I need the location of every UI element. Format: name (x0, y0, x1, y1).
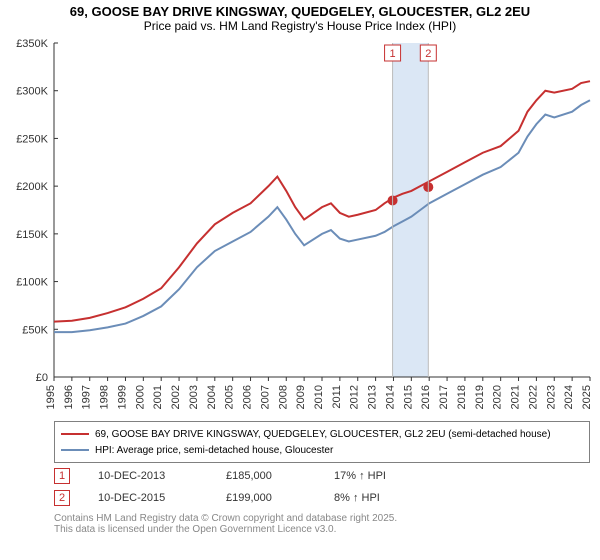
x-tick-label: 2011 (331, 385, 343, 409)
series-price_paid (54, 81, 590, 321)
sale-price: £199,000 (226, 492, 306, 504)
sale-price: £185,000 (226, 470, 306, 482)
x-tick-label: 2005 (224, 385, 236, 409)
attribution-line2: This data is licensed under the Open Gov… (54, 524, 590, 535)
x-tick-label: 2020 (492, 385, 504, 409)
x-tick-label: 2014 (384, 385, 396, 409)
y-tick-label: £50K (22, 324, 48, 336)
x-tick-label: 1995 (45, 385, 57, 409)
series-hpi (54, 100, 590, 332)
x-tick-label: 2000 (134, 385, 146, 409)
x-tick-label: 2017 (438, 385, 450, 409)
x-tick-label: 1999 (116, 385, 128, 409)
x-tick-label: 2018 (456, 385, 468, 409)
sale-row: 2 10-DEC-2015 £199,000 8% ↑ HPI (54, 489, 590, 507)
x-tick-label: 2016 (420, 385, 432, 409)
x-tick-label: 2009 (295, 385, 307, 409)
x-tick-label: 2003 (188, 385, 200, 409)
legend-swatch (61, 433, 89, 435)
sale-delta: 17% ↑ HPI (334, 470, 386, 482)
x-tick-label: 2010 (313, 385, 325, 409)
x-tick-label: 2024 (563, 385, 575, 409)
sale-delta: 8% ↑ HPI (334, 492, 380, 504)
x-tick-label: 2008 (277, 385, 289, 409)
x-tick-label: 2007 (259, 385, 271, 409)
x-tick-label: 2023 (545, 385, 557, 409)
attribution: Contains HM Land Registry data © Crown c… (54, 513, 590, 535)
chart-title: 69, GOOSE BAY DRIVE KINGSWAY, QUEDGELEY,… (0, 0, 600, 19)
legend: 69, GOOSE BAY DRIVE KINGSWAY, QUEDGELEY,… (54, 421, 590, 463)
sale-date: 10-DEC-2015 (98, 492, 198, 504)
x-tick-label: 2015 (402, 385, 414, 409)
x-tick-label: 1996 (63, 385, 75, 409)
y-tick-label: £300K (16, 86, 48, 98)
legend-swatch (61, 449, 89, 451)
y-tick-label: £100K (16, 277, 48, 289)
legend-label: 69, GOOSE BAY DRIVE KINGSWAY, QUEDGELEY,… (95, 429, 551, 440)
line-chart: £0 £50K £100K £150K £200K £250K £300K £350K 1995… (0, 37, 600, 417)
y-tick-label: £150K (16, 229, 48, 241)
x-tick-label: 2019 (474, 385, 486, 409)
sale-badge: 1 (54, 468, 70, 484)
y-tick-label: £250K (16, 133, 48, 145)
x-tick-label: 2004 (206, 385, 218, 409)
x-tick-label: 2021 (510, 385, 522, 409)
x-tick-label: 1998 (99, 385, 111, 409)
x-tick-label: 2001 (152, 385, 164, 409)
chart-container: 69, GOOSE BAY DRIVE KINGSWAY, QUEDGELEY,… (0, 0, 600, 560)
sale-date: 10-DEC-2013 (98, 470, 198, 482)
x-tick-label: 2006 (242, 385, 254, 409)
chart-subtitle: Price paid vs. HM Land Registry's House … (0, 19, 600, 33)
x-tick-label: 2012 (349, 385, 361, 409)
x-tick-label: 2022 (527, 385, 539, 409)
x-tick-label: 2013 (367, 385, 379, 409)
sale-badge: 2 (54, 490, 70, 506)
attribution-line1: Contains HM Land Registry data © Crown c… (54, 513, 590, 524)
y-tick-label: £0 (36, 372, 48, 384)
x-tick-label: 1997 (81, 385, 93, 409)
y-tick-label: £350K (16, 38, 48, 50)
sale-row: 1 10-DEC-2013 £185,000 17% ↑ HPI (54, 467, 590, 485)
callout-label: 1 (390, 48, 396, 60)
x-tick-label: 2025 (581, 385, 593, 409)
highlight-band (393, 43, 429, 377)
legend-item: 69, GOOSE BAY DRIVE KINGSWAY, QUEDGELEY,… (61, 426, 583, 442)
callout-label: 2 (425, 48, 431, 60)
y-tick-label: £200K (16, 181, 48, 193)
legend-label: HPI: Average price, semi-detached house,… (95, 445, 333, 456)
x-tick-label: 2002 (170, 385, 182, 409)
legend-item: HPI: Average price, semi-detached house,… (61, 442, 583, 458)
